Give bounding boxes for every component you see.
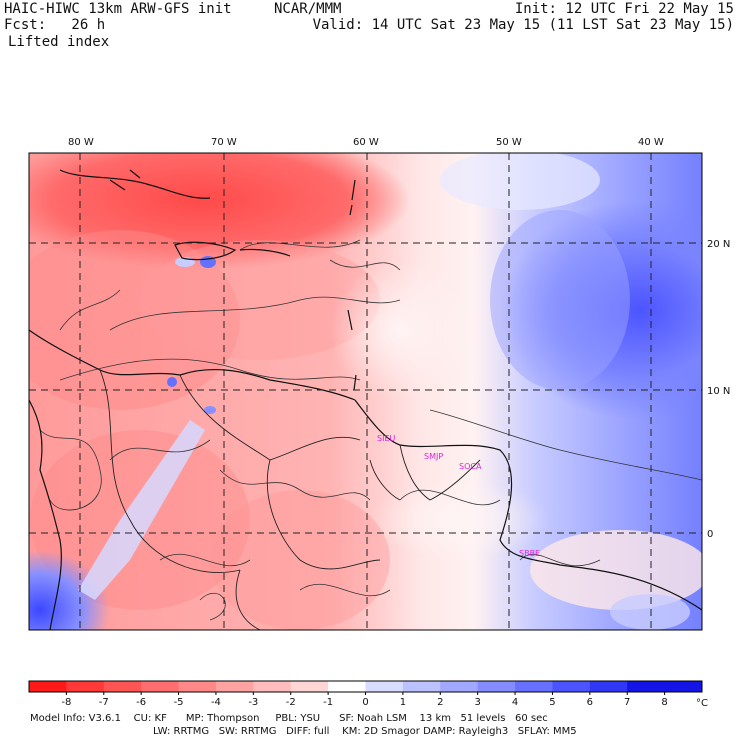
colorbar-tick-label: 4 [512, 697, 518, 708]
colorbar-swatch [440, 681, 479, 692]
colorbar-tick-label: -2 [286, 697, 296, 708]
valid-time: Valid: 14 UTC Sat 23 May 15 (11 LST Sat … [312, 17, 734, 33]
political-borders [99, 369, 481, 630]
colorbar-tick-label: -7 [99, 697, 109, 708]
model-title: HAIC-HIWC 13km ARW-GFS init [4, 1, 232, 17]
colorbar-swatch [253, 681, 292, 692]
station-sbbe: SBBE [519, 549, 540, 558]
map-frame [28, 152, 703, 631]
field-shading [29, 153, 702, 630]
colorbar: -8 -7 -6 -5 -4 -3 -2 -1 0 1 2 3 4 5 6 7 8 [28, 680, 703, 708]
colorbar-unit: °C [696, 698, 708, 709]
colorbar-swatch [515, 681, 553, 692]
colorbar-tick-label: -3 [248, 697, 258, 708]
colorbar-tick-label: -8 [61, 697, 71, 708]
station-smjp: SMJP [424, 452, 443, 461]
colorbar-swatch [29, 681, 67, 692]
lon-label-50w: 50 W [496, 137, 522, 148]
colorbar-tick-label: -5 [174, 697, 184, 708]
colorbar-swatch [290, 681, 329, 692]
colorbar-swatch [664, 681, 703, 692]
lon-label-80w: 80 W [68, 137, 94, 148]
colorbar-tick-label: 6 [587, 697, 593, 708]
lon-label-60w: 60 W [353, 137, 379, 148]
colorbar-tick-label: -1 [323, 697, 333, 708]
colorbar-tick-label: 5 [549, 697, 555, 708]
colorbar-swatch [589, 681, 628, 692]
colorbar-tick-label: -4 [211, 697, 221, 708]
station-sieu: SIEU [377, 434, 395, 443]
org-label: NCAR/MMM [274, 1, 342, 17]
colorbar-swatch [328, 681, 366, 692]
colorbar-tick-label: 8 [661, 697, 667, 708]
colorbar-swatch [552, 681, 591, 692]
lon-label-40w: 40 W [638, 137, 664, 148]
lat-lon-grid [29, 153, 702, 630]
colorbar-tick-label: -6 [136, 697, 146, 708]
lat-label-20n: 20 N [707, 239, 730, 250]
colorbar-swatch [402, 681, 441, 692]
model-info-line2: LW: RRTMG SW: RRTMG DIFF: full KM: 2D Sm… [153, 726, 577, 737]
lon-label-70w: 70 W [211, 137, 237, 148]
colorbar-swatch [215, 681, 254, 692]
colorbar-swatch [178, 681, 217, 692]
colorbar-swatch [66, 681, 105, 692]
model-info-line1: Model Info: V3.6.1 CU: KF MP: Thompson P… [30, 713, 548, 724]
colorbar-swatch [103, 681, 142, 692]
colorbar-tick-label: 2 [437, 697, 443, 708]
colorbar-swatch [477, 681, 516, 692]
lat-label-10n: 10 N [707, 386, 730, 397]
colorbar-tick-label: 1 [400, 697, 406, 708]
colorbar-tick-label: 7 [624, 697, 630, 708]
lat-label-0: 0 [707, 529, 713, 540]
station-soca: SOCA [459, 462, 482, 471]
colorbar-swatch [141, 681, 180, 692]
colorbar-tick-label: 0 [362, 697, 368, 708]
colorbar-swatch [627, 681, 666, 692]
colorbar-swatch [365, 681, 404, 692]
init-time: Init: 12 UTC Fri 22 May 15 [514, 1, 734, 17]
forecast-hour: Fcst: 26 h [4, 17, 106, 33]
field-name: Lifted index [8, 34, 110, 50]
colorbar-tick-label: 3 [474, 697, 480, 708]
